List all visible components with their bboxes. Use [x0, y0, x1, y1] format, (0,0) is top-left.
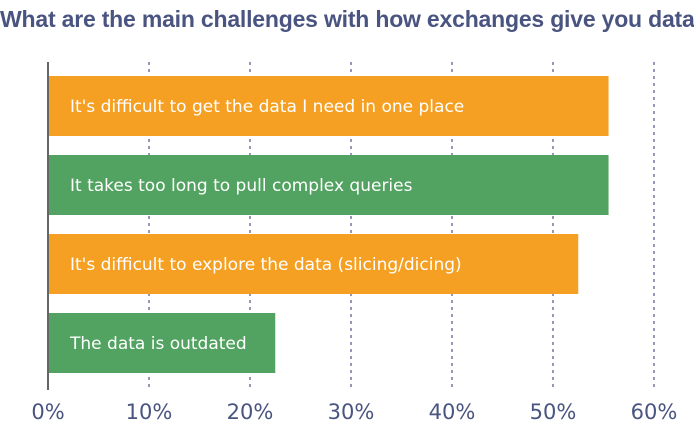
- x-tick-label: 0%: [31, 400, 64, 424]
- x-tick-label: 20%: [227, 400, 274, 424]
- bar: [49, 76, 609, 136]
- bar-label: It takes too long to pull complex querie…: [70, 176, 413, 196]
- bar-label: It's difficult to get the data I need in…: [70, 97, 464, 117]
- chart-title: What are the main challenges with how ex…: [0, 6, 694, 32]
- x-tick-label: 40%: [429, 400, 476, 424]
- bar-label: It's difficult to explore the data (slic…: [70, 255, 462, 275]
- x-tick-label: 10%: [126, 400, 173, 424]
- x-axis-ticks: 0% 10% 20% 30% 40% 50% 60%: [31, 400, 677, 424]
- bar: [49, 313, 276, 373]
- bar: [49, 155, 609, 215]
- x-tick-label: 30%: [328, 400, 375, 424]
- bar: [49, 234, 579, 294]
- x-tick-label: 60%: [631, 400, 678, 424]
- bars: It's difficult to get the data I need in…: [49, 76, 609, 373]
- bar-label: The data is outdated: [69, 334, 247, 354]
- x-tick-label: 50%: [530, 400, 577, 424]
